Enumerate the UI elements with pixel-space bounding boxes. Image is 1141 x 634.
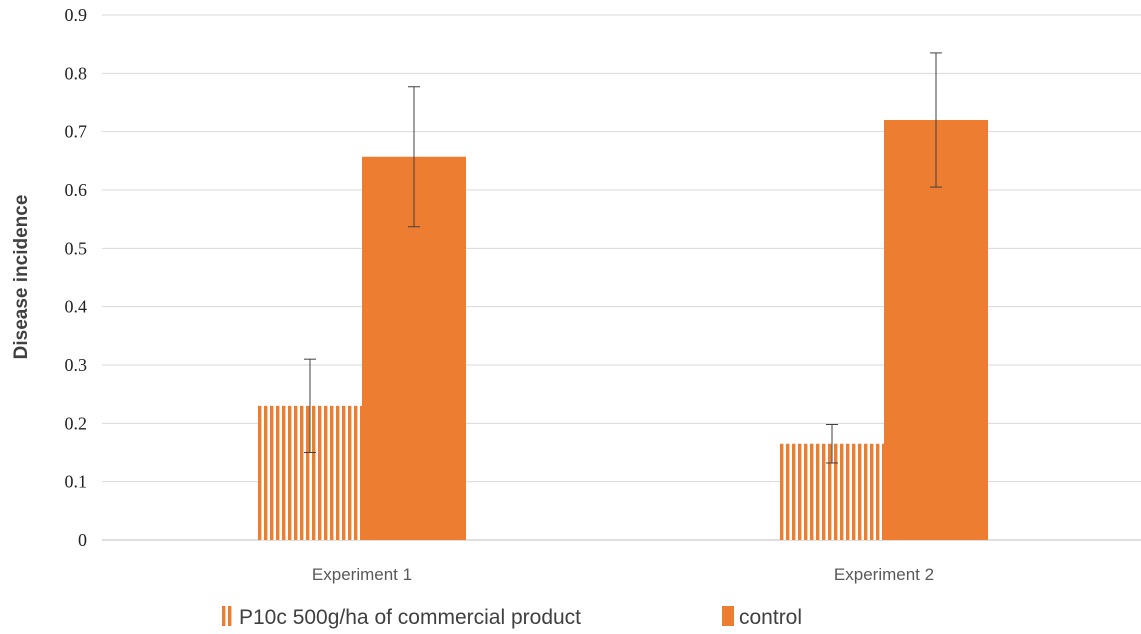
legend-swatch-2 (722, 606, 734, 626)
y-tick-label: 0.8 (65, 63, 88, 83)
x-category-label: Experiment 2 (834, 565, 934, 584)
legend-swatch-1 (222, 606, 234, 626)
y-tick-label: 0 (78, 530, 87, 550)
y-tick-label: 0.5 (65, 238, 88, 258)
legend-label-2: control (739, 606, 802, 629)
x-axis-categories: Experiment 1 Experiment 2 (312, 565, 934, 584)
y-tick-label: 0.3 (65, 355, 88, 375)
y-axis-label: Disease incidence (11, 195, 32, 360)
bars (258, 120, 988, 540)
y-tick-label: 0.1 (65, 472, 88, 492)
legend-label-1: P10c 500g/ha of commercial product (239, 606, 581, 629)
error-bars (304, 52, 942, 464)
y-tick-label: 0.9 (65, 5, 88, 25)
y-tick-label: 0.6 (65, 180, 88, 200)
y-tick-label: 0.2 (65, 413, 88, 433)
y-axis-ticks: 0 0.1 0.2 0.3 0.4 0.5 0.6 0.7 0.8 0.9 (65, 5, 88, 550)
control-bar-2 (884, 120, 988, 540)
y-tick-label: 0.4 (65, 297, 88, 317)
legend: P10c 500g/ha of commercial product contro… (222, 606, 802, 629)
x-category-label: Experiment 1 (312, 565, 412, 584)
y-tick-label: 0.7 (65, 122, 88, 142)
